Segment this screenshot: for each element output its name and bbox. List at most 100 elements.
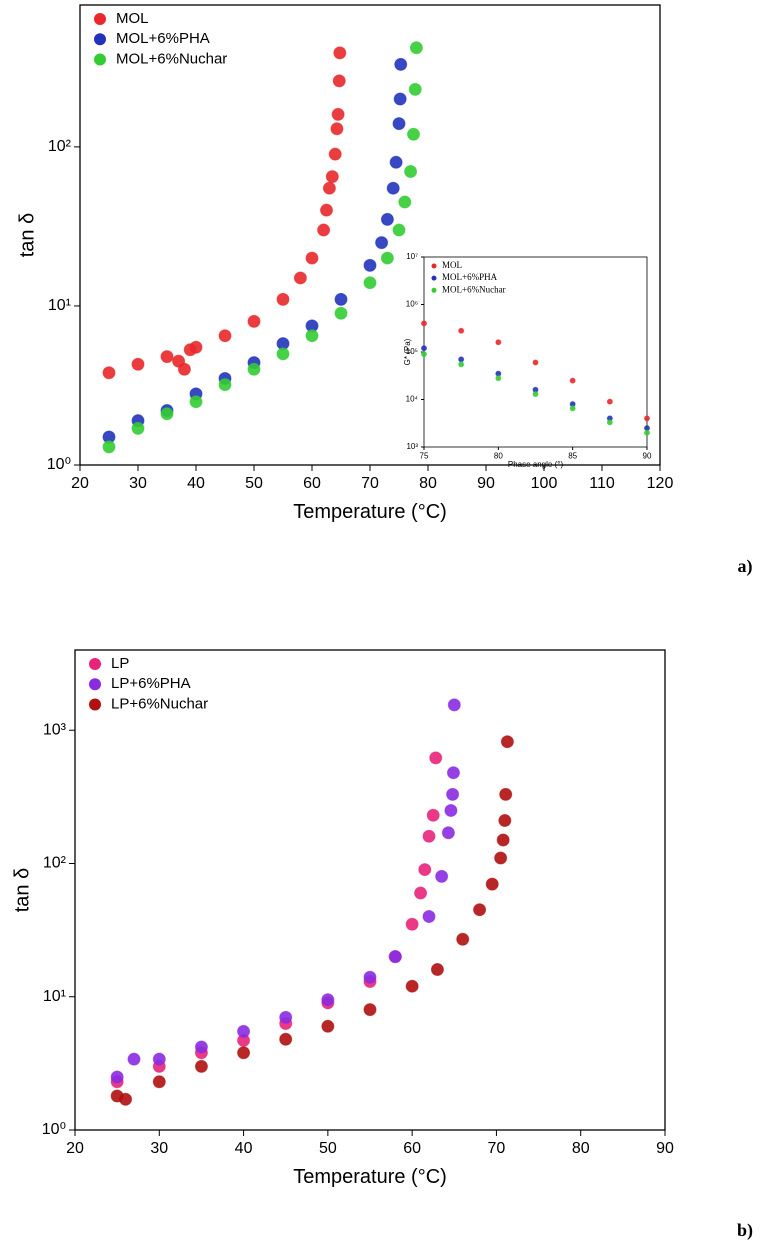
data-point — [498, 814, 512, 828]
x-axis-label: Phase angle (°) — [508, 460, 564, 469]
data-point — [110, 1070, 124, 1084]
data-point — [532, 391, 539, 398]
data-point — [644, 415, 650, 422]
legend-label: LP+6%Nuchar — [111, 695, 208, 712]
data-point — [328, 147, 342, 161]
x-tick-label: 30 — [150, 1140, 168, 1157]
y-tick-label: 10⁵ — [406, 347, 418, 356]
x-tick-label: 50 — [319, 1140, 337, 1157]
x-tick-label: 90 — [477, 475, 495, 492]
data-point — [500, 735, 514, 749]
data-point — [218, 378, 232, 392]
data-point — [429, 751, 443, 765]
x-tick-label: 90 — [643, 452, 652, 461]
data-point — [496, 833, 510, 847]
data-point — [404, 165, 418, 179]
y-tick-label: 10² — [43, 855, 67, 872]
x-tick-label: 60 — [303, 475, 321, 492]
data-point — [405, 979, 419, 993]
data-point — [394, 57, 408, 71]
legend-label: MOL — [442, 260, 462, 270]
y-axis-label: tan δ — [11, 868, 33, 913]
chart: 20 30 40 50 60 70 80 90 100 110 120 10⁰ 10¹ 10² Temper… — [16, 4, 753, 577]
x-tick-label: 100 — [531, 475, 558, 492]
y-axis-label: G* (Pa) — [403, 338, 412, 365]
legend-marker — [94, 13, 106, 25]
panel-label: b) — [737, 1220, 753, 1241]
data-point — [177, 362, 191, 376]
data-point — [421, 351, 427, 358]
data-point — [418, 863, 432, 877]
data-point — [322, 181, 336, 195]
data-point — [321, 993, 335, 1007]
data-point — [398, 195, 412, 209]
x-tick-label: 85 — [568, 452, 577, 461]
data-point — [331, 107, 345, 121]
plot-frame — [79, 4, 661, 466]
data-point — [606, 419, 613, 426]
legend-label: MOL+6%PHA — [442, 272, 498, 282]
data-point — [494, 851, 508, 865]
x-tick-label: 70 — [361, 475, 379, 492]
data-point — [422, 829, 436, 843]
data-point — [152, 1052, 166, 1066]
data-point — [160, 407, 174, 421]
data-point — [430, 963, 444, 977]
data-point — [194, 1040, 208, 1054]
data-point — [333, 46, 347, 60]
x-tick-label: 80 — [494, 452, 503, 461]
data-point — [422, 910, 436, 924]
data-point — [499, 787, 513, 801]
data-point — [102, 366, 116, 380]
x-tick-label: 90 — [656, 1140, 674, 1157]
data-point — [247, 314, 261, 328]
data-point — [363, 1003, 377, 1017]
data-point — [127, 1052, 141, 1066]
x-tick-label: 20 — [66, 1140, 84, 1157]
data-point — [189, 340, 203, 354]
data-point — [421, 345, 427, 352]
legend-label: LP+6%PHA — [111, 675, 191, 692]
data-point — [194, 1059, 208, 1073]
x-tick-label: 50 — [245, 475, 263, 492]
legend-marker — [89, 658, 101, 670]
data-point — [247, 362, 261, 376]
x-axis-label: Temperature (°C) — [293, 1166, 447, 1188]
data-point — [276, 347, 290, 361]
data-point — [293, 271, 307, 285]
data-point — [421, 320, 427, 327]
y-tick-label: 10⁶ — [406, 300, 418, 309]
data-point — [447, 698, 461, 712]
chart: 20 30 40 50 60 70 80 90 10⁰ 10¹ 10² 10³ Temperature … — [11, 649, 753, 1241]
data-point — [409, 41, 423, 55]
data-point — [426, 808, 440, 822]
x-tick-label: 20 — [71, 475, 89, 492]
x-tick-label: 110 — [589, 475, 615, 492]
x-tick-label: 40 — [187, 475, 205, 492]
data-point — [408, 82, 422, 96]
data-point — [276, 292, 290, 306]
data-point — [332, 74, 346, 88]
chart: 75 80 85 90 10³ 10⁴ 10⁵ 10⁶ 10⁷ Phase angle (°) G*… — [403, 252, 652, 469]
data-point — [405, 917, 419, 931]
data-point — [334, 292, 348, 306]
y-tick-label: 10⁰ — [47, 456, 71, 473]
data-point — [279, 1032, 293, 1046]
data-point — [458, 361, 465, 368]
x-tick-label: 40 — [235, 1140, 253, 1157]
data-point — [334, 306, 348, 320]
y-tick-label: 10³ — [43, 721, 67, 738]
data-point — [456, 932, 470, 946]
data-point — [325, 170, 339, 184]
legend-marker — [94, 33, 106, 46]
legend-label: MOL+6%Nuchar — [116, 50, 227, 67]
data-point — [321, 1019, 335, 1033]
data-point — [279, 1010, 293, 1024]
data-point — [152, 1075, 166, 1089]
data-point — [392, 223, 406, 237]
data-point — [380, 212, 394, 226]
data-point — [532, 359, 539, 366]
data-point — [485, 877, 499, 891]
x-tick-label: 80 — [419, 475, 437, 492]
legend-label: MOL+6%PHA — [116, 30, 210, 47]
